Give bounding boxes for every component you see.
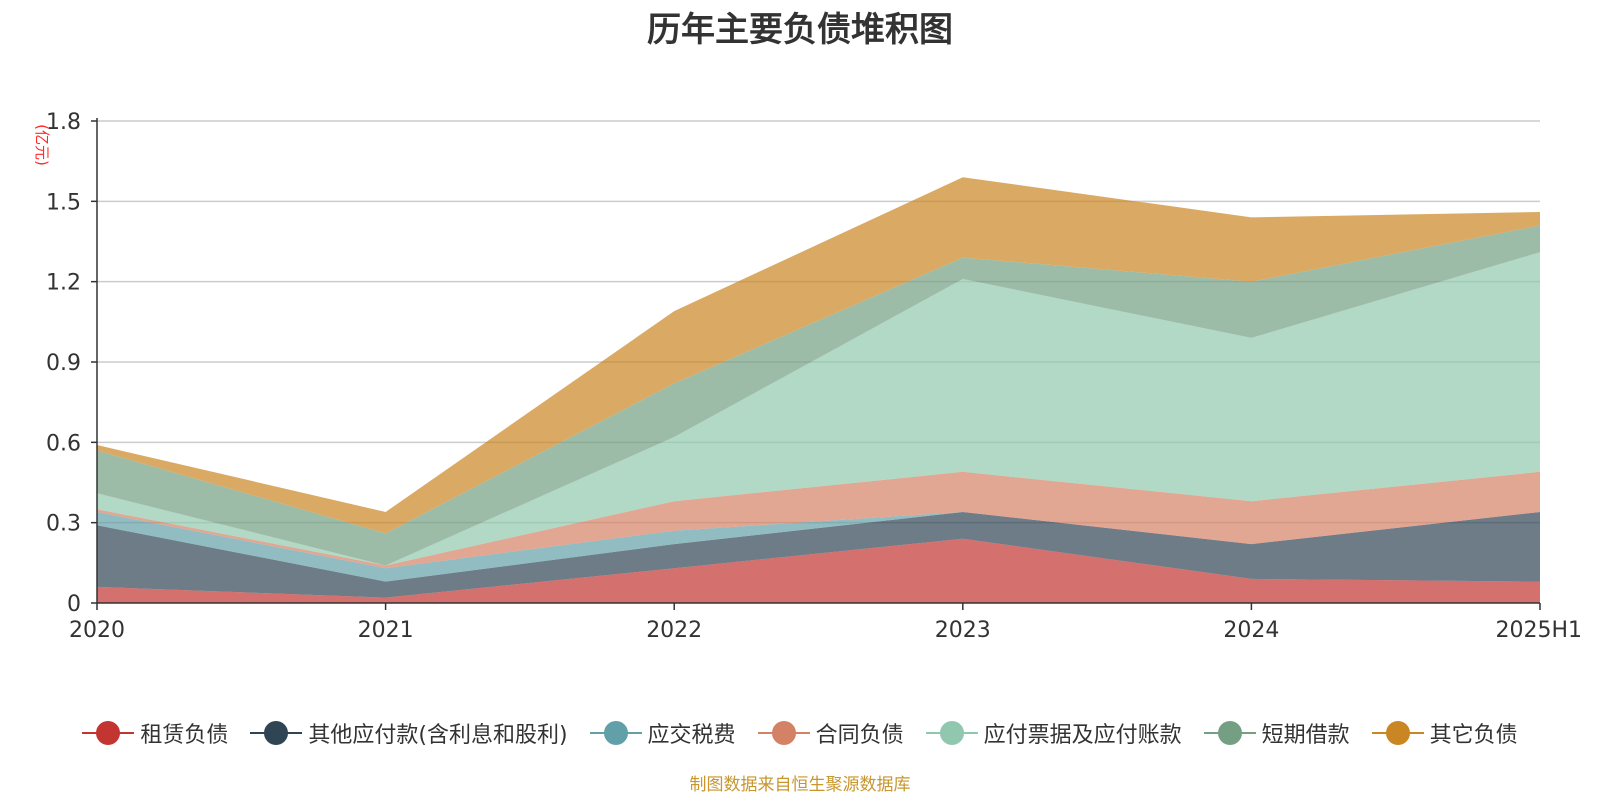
y-tick-label: 1.5 — [46, 190, 81, 215]
x-tick-label: 2024 — [1223, 618, 1279, 643]
area-series-3 — [97, 512, 1540, 582]
area-series-7 — [97, 177, 1540, 534]
legend-marker-icon — [82, 721, 135, 745]
legend-marker-icon — [757, 721, 810, 745]
y-tick-label: 1.2 — [46, 271, 81, 296]
x-tick-label: 2022 — [646, 618, 702, 643]
legend-item-4[interactable]: 合同负债 — [757, 717, 904, 749]
legend-marker-icon — [1371, 721, 1424, 745]
legend-marker-icon — [589, 721, 642, 745]
legend-marker-icon — [1203, 721, 1256, 745]
chart-title: 历年主要负债堆积图 — [647, 10, 953, 50]
legend-item-3[interactable]: 应交税费 — [589, 717, 736, 749]
chart-legend: 租赁负债 其他应付款(含利息和股利) 应交税费 合同负债 应付票据及应付账款 短期借款 其它… — [0, 716, 1600, 750]
legend-label: 租赁负债 — [140, 723, 229, 748]
x-tick-label: 2021 — [358, 618, 414, 643]
legend-label: 其他应付款(含利息和股利) — [308, 723, 568, 748]
legend-item-1[interactable]: 租赁负债 — [82, 717, 228, 749]
area-series-5 — [97, 252, 1540, 566]
area-series-6 — [97, 225, 1540, 566]
legend-item-2[interactable]: 其他应付款(含利息和股利) — [250, 717, 568, 749]
area-series-1 — [97, 538, 1540, 603]
legend-item-5[interactable]: 应付票据及应付账款 — [925, 717, 1182, 749]
area-series-4 — [97, 471, 1540, 569]
y-axis-unit: (亿元) — [33, 124, 51, 166]
y-tick-label: 0.9 — [46, 351, 81, 376]
source-note: 制图数据来自恒生聚源数据库 — [689, 775, 911, 795]
legend-label: 合同负债 — [815, 723, 904, 748]
x-tick-label: 2023 — [935, 618, 991, 643]
legend-label: 应付票据及应付账款 — [983, 723, 1182, 748]
y-tick-label: 1.8 — [46, 110, 81, 135]
legend-item-7[interactable]: 其它负债 — [1371, 717, 1518, 749]
legend-label: 其它负债 — [1429, 723, 1518, 748]
legend-marker-icon — [925, 721, 978, 745]
x-tick-label: 2020 — [69, 618, 125, 643]
y-tick-label: 0 — [67, 592, 81, 617]
legend-label: 短期借款 — [1261, 723, 1350, 748]
y-tick-label: 0.3 — [46, 512, 81, 537]
y-tick-label: 0.6 — [46, 431, 81, 456]
legend-label: 应交税费 — [647, 723, 736, 748]
legend-item-6[interactable]: 短期借款 — [1203, 717, 1350, 749]
area-series-2 — [97, 512, 1540, 598]
legend-marker-icon — [250, 721, 303, 745]
x-tick-label: 2025H1 — [1495, 618, 1582, 643]
